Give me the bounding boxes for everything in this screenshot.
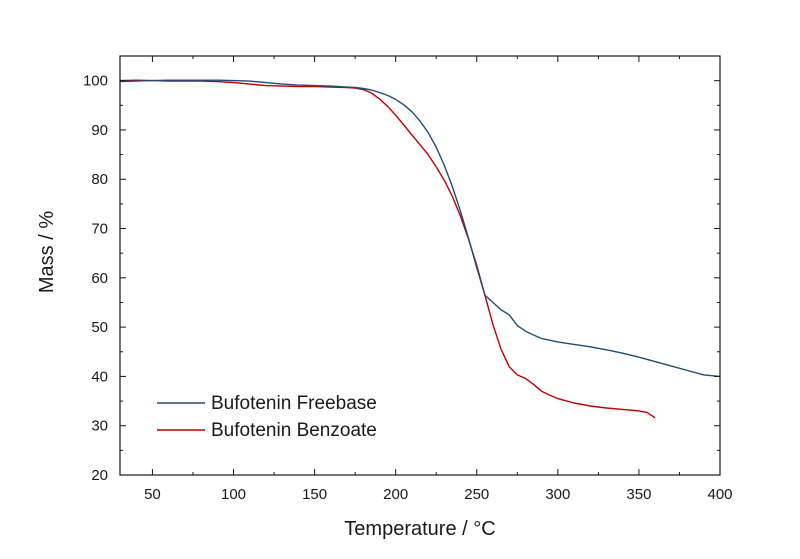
y-tick-label: 60 [91,270,108,287]
y-tick-label: 20 [91,467,108,484]
plot-lines [119,79,721,419]
x-tick-label: 100 [221,486,246,503]
y-tick-label: 30 [91,418,108,435]
y-tick-label: 40 [91,368,108,385]
series-line-bufotenin-benzoate [119,79,656,419]
x-tick-label: 350 [626,486,651,503]
axis-ticks: 50 100 150 200 250 300 350 400 20 30 40 50 60 70 80 90 1… [83,55,733,503]
legend-label-freebase: Bufotenin Freebase [211,393,377,414]
x-tick-label: 150 [302,486,327,503]
series-line-bufotenin-freebase [119,79,721,378]
x-tick-label: 200 [383,486,408,503]
y-tick-label: 90 [91,122,108,139]
x-axis-title: Temperature / °C [344,518,495,540]
y-tick-label: 50 [91,319,108,336]
y-axis-title: Mass / % [36,211,58,293]
x-tick-label: 300 [545,486,570,503]
y-tick-label: 80 [91,171,108,188]
y-tick-label: 70 [91,221,108,238]
legend: Bufotenin Freebase Bufotenin Benzoate [157,393,377,441]
y-tick-label: 100 [83,73,108,90]
legend-label-benzoate: Bufotenin Benzoate [211,420,377,441]
x-tick-label: 400 [707,486,732,503]
x-tick-label: 50 [144,486,161,503]
plot-frame [119,55,721,476]
x-tick-label: 250 [464,486,489,503]
